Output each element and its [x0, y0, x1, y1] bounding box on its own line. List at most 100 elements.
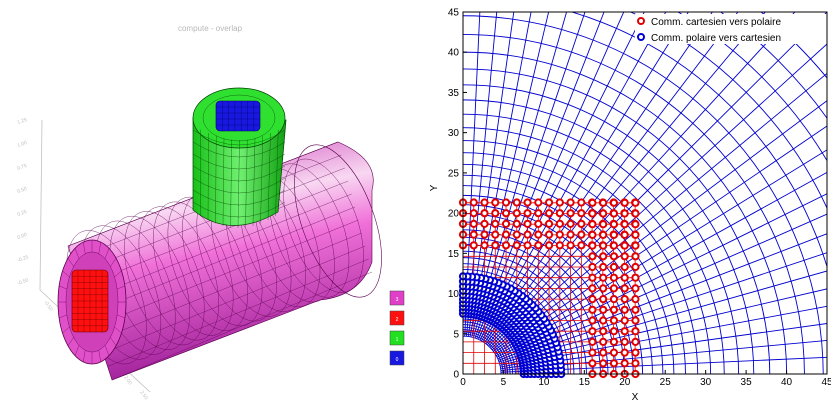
- cartesian-overlap-point: [600, 275, 606, 281]
- cartesian-overlap-point: [600, 307, 606, 313]
- cartesian-overlap-point: [514, 199, 520, 205]
- legend-swatch-label: 2: [396, 317, 399, 323]
- cartesian-overlap-point: [514, 242, 520, 248]
- y-axis-label: Y: [429, 184, 440, 191]
- cartesian-overlap-point: [611, 317, 617, 323]
- cylinder-core-block-0: [216, 101, 260, 131]
- cartesian-overlap-point: [622, 243, 628, 249]
- cartesian-overlap-point: [589, 285, 595, 291]
- cartesian-overlap-point: [611, 360, 617, 366]
- legend-swatch-label: 0: [396, 357, 399, 363]
- cartesian-overlap-point: [611, 253, 617, 259]
- cartesian-overlap-point: [622, 285, 628, 291]
- cartesian-overlap-point: [622, 275, 628, 281]
- x-tick-label: 40: [781, 377, 793, 388]
- cartesian-overlap-point: [622, 317, 628, 323]
- figure-title: compute - overlap: [178, 24, 243, 33]
- cartesian-overlap-point: [546, 199, 552, 205]
- cartesian-overlap-point: [589, 296, 595, 302]
- cartesian-overlap-point: [600, 200, 606, 206]
- chart-legend: Comm. cartesien vers polaire Comm. polai…: [635, 14, 826, 44]
- cartesian-overlap-point: [503, 221, 509, 227]
- x-tick-label: 25: [660, 377, 672, 388]
- cartesian-overlap-point: [567, 210, 573, 216]
- cartesian-overlap-point: [600, 210, 606, 216]
- legend-swatch-label: 3: [396, 297, 399, 303]
- cartesian-overlap-point: [546, 221, 552, 227]
- cartesian-overlap-point: [557, 210, 563, 216]
- axis-tick-label: 0.00: [17, 232, 28, 241]
- cartesian-overlap-point: [589, 200, 595, 206]
- cartesian-overlap-point: [535, 199, 541, 205]
- cartesian-overlap-point: [622, 360, 628, 366]
- depth-tick-label: 2.00: [122, 375, 133, 387]
- cartesian-overlap-point: [578, 221, 584, 227]
- y-tick-label: 35: [448, 88, 460, 99]
- cartesian-overlap-point: [503, 210, 509, 216]
- cartesian-overlap-point: [600, 253, 606, 259]
- cartesian-overlap-point: [524, 221, 530, 227]
- cartesian-overlap-point: [567, 199, 573, 205]
- cartesian-overlap-point: [503, 199, 509, 205]
- cartesian-overlap-point: [589, 360, 595, 366]
- cartesian-overlap-point: [481, 231, 487, 237]
- cartesian-overlap-point: [611, 339, 617, 345]
- cartesian-overlap-point: [622, 328, 628, 334]
- cartesian-overlap-point: [567, 221, 573, 227]
- cartesian-overlap-point: [600, 328, 606, 334]
- cartesian-overlap-point: [481, 242, 487, 248]
- cartesian-overlap-point: [567, 231, 573, 237]
- cartesian-overlap-point: [632, 339, 638, 345]
- cartesian-overlap-point: [622, 264, 628, 270]
- y-tick-label: 40: [448, 48, 460, 59]
- overlap-3d-svg: compute - overlap 1.251.000.750.500.250.…: [0, 0, 420, 405]
- cartesian-overlap-point: [611, 210, 617, 216]
- cartesian-overlap-point: [600, 339, 606, 345]
- cartesian-overlap-point: [503, 242, 509, 248]
- cartesian-overlap-point: [611, 328, 617, 334]
- y-tick-label: 10: [448, 289, 460, 300]
- cartesian-overlap-point: [632, 317, 638, 323]
- cartesian-overlap-point: [535, 242, 541, 248]
- depth-tick-label: 2.50: [138, 390, 149, 402]
- cartesian-overlap-point: [611, 200, 617, 206]
- cartesian-overlap-point: [589, 339, 595, 345]
- axis-tick-label: -0.25: [17, 254, 30, 264]
- cartesian-overlap-point: [492, 231, 498, 237]
- cartesian-overlap-point: [622, 350, 628, 356]
- x-tick-label: 5: [501, 377, 507, 388]
- y-tick-label: 25: [448, 168, 460, 179]
- cartesian-overlap-point: [578, 199, 584, 205]
- cartesian-overlap-point: [578, 231, 584, 237]
- x-tick-label: 35: [741, 377, 753, 388]
- vertical-cylinder-block-1: [193, 88, 286, 228]
- cartesian-overlap-point: [524, 231, 530, 237]
- cartesian-overlap-point: [632, 350, 638, 356]
- cartesian-overlap-point: [622, 232, 628, 238]
- cartesian-overlap-point: [600, 221, 606, 227]
- cartesian-overlap-point: [471, 221, 477, 227]
- cartesian-overlap-point: [589, 253, 595, 259]
- cartesian-overlap-point: [632, 296, 638, 302]
- axis-tick-label: 0.50: [17, 186, 28, 195]
- cartesian-overlap-point: [557, 199, 563, 205]
- cartesian-overlap-point: [632, 243, 638, 249]
- x-tick-label: 30: [700, 377, 712, 388]
- cartesian-overlap-point: [611, 264, 617, 270]
- pipe-end-cap: [58, 240, 126, 364]
- cartesian-overlap-point: [589, 210, 595, 216]
- cartesian-overlap-point: [557, 231, 563, 237]
- axis-tick-label: 1.00: [17, 140, 28, 149]
- cartesian-overlap-point: [524, 210, 530, 216]
- cartesian-overlap-point: [481, 199, 487, 205]
- cartesian-overlap-point: [535, 221, 541, 227]
- cartesian-overlap-point: [632, 210, 638, 216]
- cartesian-overlap-point: [503, 231, 509, 237]
- cartesian-overlap-point: [471, 210, 477, 216]
- cartesian-overlap-point: [632, 328, 638, 334]
- cartesian-overlap-point: [524, 199, 530, 205]
- cartesian-overlap-point: [481, 221, 487, 227]
- cartesian-overlap-point: [589, 232, 595, 238]
